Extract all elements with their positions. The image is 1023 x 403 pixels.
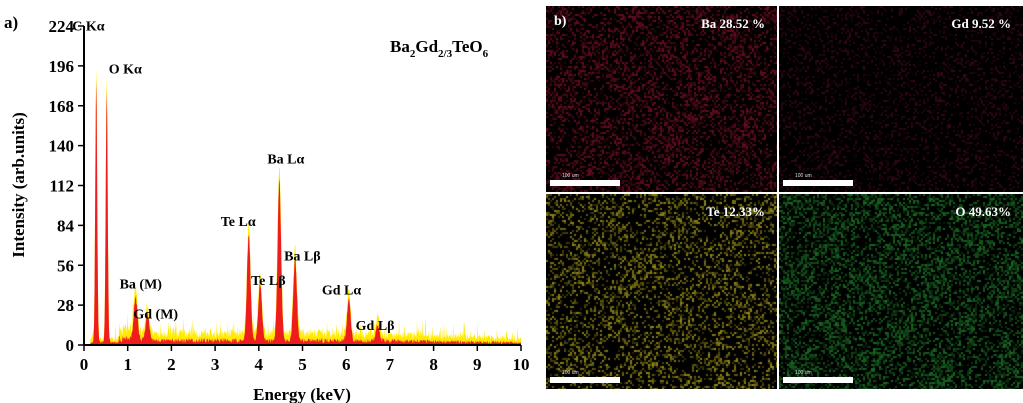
scale-bar <box>783 377 853 383</box>
panel-a-label: a) <box>4 13 18 32</box>
y-tick-label: 28 <box>57 296 74 315</box>
map-tile-te: Te 12.33% 100 um <box>546 194 777 389</box>
peak-label: O Kα <box>109 62 142 77</box>
peak-labels: C Kα O Kα Ba (M) Gd (M) Te Lα Te Lβ Ba Lα Ba Lβ… <box>72 19 394 333</box>
elemental-map-gd <box>779 6 1023 192</box>
elemental-map-o <box>779 194 1023 389</box>
x-tick-label: 9 <box>473 355 482 374</box>
peak-label: Te Lβ <box>251 274 285 289</box>
x-tick-label: 2 <box>167 355 176 374</box>
x-tick-label: 4 <box>255 355 264 374</box>
x-axis-title: Energy (keV) <box>253 385 351 403</box>
scale-bar <box>783 180 853 186</box>
scale-bar-label: 100 um <box>562 173 579 179</box>
map-label-o: O 49.63% <box>955 204 1011 219</box>
x-tick-label: 10 <box>513 355 530 374</box>
spectrum-fill <box>84 81 521 346</box>
peak-label: Ba Lβ <box>284 250 321 265</box>
peak-label: C Kα <box>72 19 105 34</box>
x-tick-label: 0 <box>80 355 89 374</box>
scale-bar-label: 100 um <box>795 173 812 179</box>
scale-bar <box>550 377 620 383</box>
map-tile-gd: Gd 9.52 % 100 um <box>779 6 1023 192</box>
x-tick-label: 5 <box>298 355 307 374</box>
peak-label: Ba (M) <box>120 277 163 292</box>
x-tick-label: 8 <box>429 355 438 374</box>
x-tick-label: 3 <box>211 355 220 374</box>
x-tick-label: 1 <box>123 355 132 374</box>
peak-label: Gd (M) <box>133 308 178 323</box>
y-tick-label: 84 <box>57 216 75 235</box>
elemental-map-te <box>546 194 777 389</box>
map-label-ba: Ba 28.52 % <box>701 16 765 31</box>
spectrum-layer <box>84 67 521 346</box>
y-tick-label: 168 <box>49 97 75 116</box>
y-tick-label: 224 <box>49 17 75 36</box>
peak-label: Ba Lα <box>267 152 304 167</box>
peak-label: Gd Lβ <box>356 319 395 334</box>
scale-bar <box>550 180 620 186</box>
y-tick-label: 0 <box>66 336 75 355</box>
spectrum-envelope <box>84 67 521 346</box>
scale-bar-label: 100 um <box>795 370 812 376</box>
scale-bar-label: 100 um <box>562 370 579 376</box>
elemental-map-ba <box>546 6 777 192</box>
compound-formula: Ba2Gd2/3TeO6 <box>390 37 489 60</box>
y-axis-title: Intensity (arb.units) <box>9 112 28 257</box>
peak-label: Te Lα <box>221 215 256 230</box>
map-tile-ba: b) Ba 28.52 % 100 um <box>546 6 777 192</box>
x-tick-label: 7 <box>386 355 395 374</box>
panel-b-label: b) <box>554 14 567 29</box>
map-label-gd: Gd 9.52 % <box>951 16 1011 31</box>
y-tick-label: 112 <box>49 177 74 196</box>
y-tick-label: 56 <box>57 256 74 275</box>
x-tick-label: 6 <box>342 355 351 374</box>
eds-element-maps: b) Ba 28.52 % 100 um Gd 9.52 % 100 um Te… <box>546 6 1023 389</box>
map-tile-o: O 49.63% 100 um <box>779 194 1023 389</box>
map-label-te: Te 12.33% <box>706 204 765 219</box>
y-tick-label: 140 <box>49 137 75 156</box>
y-tick-label: 196 <box>49 57 75 76</box>
peak-label: Gd Lα <box>322 283 362 298</box>
